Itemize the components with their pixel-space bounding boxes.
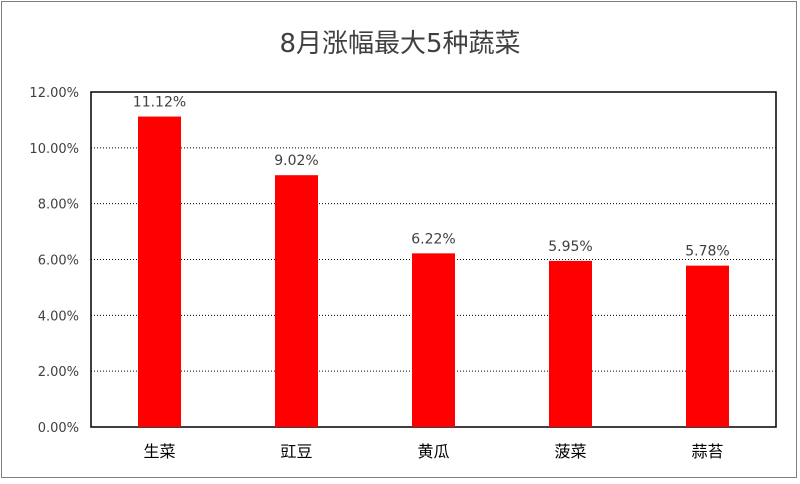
data-label: 11.12% [133, 95, 186, 111]
x-tick-label: 蒜苔 [691, 442, 723, 461]
bar [138, 116, 181, 428]
y-tick-label: 10.00% [29, 142, 79, 157]
data-label: 5.95% [548, 239, 592, 255]
y-axis-tick-labels: 0.00% 2.00% 4.00% 6.00% 8.00% 10.00% 12.00% [29, 86, 79, 436]
data-label: 5.78% [685, 244, 729, 260]
chart-title: 8月涨幅最大5种蔬菜 [279, 29, 520, 59]
x-tick-label: 菠菜 [554, 442, 586, 461]
data-label: 9.02% [274, 153, 318, 169]
bar [412, 253, 455, 427]
y-tick-label: 12.00% [29, 86, 79, 101]
x-tick-label: 黄瓜 [417, 442, 449, 461]
x-tick-label: 生菜 [143, 442, 175, 461]
y-tick-label: 4.00% [38, 309, 79, 324]
data-labels: 11.12% 9.02% 6.22% 5.95% 5.78% [133, 95, 730, 260]
bar [686, 265, 729, 427]
bars [138, 116, 729, 428]
y-tick-label: 0.00% [38, 421, 79, 436]
x-tick-label: 豇豆 [280, 442, 312, 461]
bar [549, 260, 592, 427]
y-tick-label: 8.00% [38, 198, 79, 213]
bar [275, 175, 318, 427]
x-axis-tick-labels: 生菜 豇豆 黄瓜 菠菜 蒜苔 [143, 442, 723, 461]
y-tick-label: 6.00% [38, 254, 79, 269]
y-tick-label: 2.00% [38, 365, 79, 380]
data-label: 6.22% [411, 231, 455, 247]
